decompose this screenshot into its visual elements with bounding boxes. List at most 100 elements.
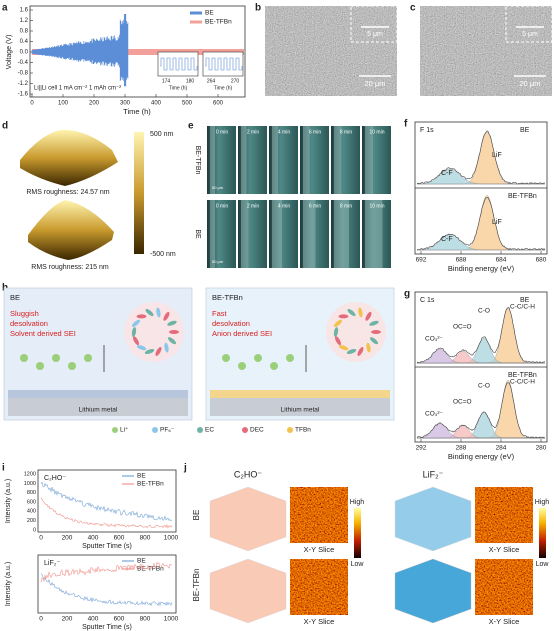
li-ion — [36, 362, 44, 370]
label: LiF — [492, 152, 502, 159]
xy-slice — [475, 487, 533, 543]
solvent-molecule — [365, 311, 372, 321]
solvent-molecule — [338, 314, 349, 319]
label: 200 — [89, 101, 100, 107]
label: EC — [205, 427, 214, 434]
be-voltage — [31, 14, 129, 87]
label: -0.8 — [18, 71, 29, 77]
plot-frame — [37, 469, 177, 533]
label: High — [350, 499, 365, 506]
li-ion — [20, 354, 28, 362]
li-deposit — [272, 200, 282, 268]
tof-be — [40, 573, 173, 607]
solvent-molecule — [346, 348, 357, 355]
label: desolvation — [10, 319, 48, 328]
solvent-molecule — [333, 319, 343, 327]
label: desolvation — [212, 319, 250, 328]
label: 6 min — [309, 203, 321, 209]
label: 600 — [213, 101, 224, 107]
label: 0 min — [216, 203, 228, 209]
label: C-C/C-H — [510, 379, 535, 386]
solvent-molecule — [167, 337, 177, 345]
label: 1000 — [164, 535, 179, 542]
label: -1.2 — [18, 81, 29, 87]
label: Intensity (a.u.) — [5, 479, 12, 523]
sem-image — [265, 6, 397, 96]
solvent-molecule — [131, 327, 137, 337]
sem-inset — [505, 5, 553, 43]
label: C-O — [478, 383, 490, 390]
li-deposit — [241, 200, 249, 268]
solvent-molecule — [155, 347, 162, 356]
solvent-molecule — [369, 337, 379, 345]
label: LiF₂⁻ — [423, 469, 444, 479]
tof-be-tfbn — [40, 497, 173, 529]
label: 500 nm — [150, 131, 174, 138]
label: -1.6 — [18, 92, 29, 98]
label: Binding energy (eV) — [448, 452, 515, 461]
label: 0 — [33, 527, 36, 533]
legend-swatch — [287, 427, 293, 433]
label: F 1s — [420, 127, 434, 134]
solvent-molecule — [169, 330, 179, 334]
label: Li||Li cell 1 mA cm⁻² 1 mAh cm⁻² — [34, 86, 121, 92]
label: 5 μm — [367, 31, 383, 38]
label: PF₆⁻ — [160, 427, 175, 434]
color-bar — [134, 132, 144, 254]
li-deposit — [334, 126, 342, 194]
label: BE — [192, 510, 201, 521]
legend-swatch — [242, 427, 248, 433]
panel-letter: c — [410, 3, 416, 14]
label: 400 — [88, 535, 99, 542]
label: C-C/C-H — [510, 304, 535, 311]
li-ion — [286, 354, 294, 362]
label: BE — [205, 10, 214, 17]
label: High — [535, 499, 550, 506]
sei-layer — [210, 390, 390, 398]
label: 300 — [120, 101, 131, 107]
label: BE-TFBn — [194, 146, 201, 175]
label: 180 — [186, 78, 195, 84]
li-ion — [68, 362, 76, 370]
panel-letter: d — [2, 121, 8, 132]
label: Solvent derived SEI — [10, 329, 76, 338]
label: DEC — [250, 427, 264, 434]
label: Time (h) — [123, 107, 151, 116]
label: 684 — [496, 257, 507, 264]
label: 600 — [114, 616, 125, 623]
label: C-F — [441, 236, 453, 243]
legend-swatch — [197, 427, 203, 433]
label: Sluggish — [10, 309, 39, 318]
label: 200 — [62, 616, 73, 623]
label: 400 — [151, 101, 162, 107]
label: BE-TFBn — [508, 372, 537, 379]
label: 800 — [27, 490, 36, 496]
raw-spectrum — [416, 197, 546, 251]
label: 800 — [140, 535, 151, 542]
solvent-molecule — [132, 336, 140, 346]
label: 50 μm — [212, 259, 224, 264]
label: 264 — [207, 78, 216, 84]
solvent-molecule — [358, 307, 363, 318]
li-deposit — [365, 126, 373, 194]
label: 4 min — [278, 129, 290, 135]
color-bar — [539, 508, 546, 558]
label: 400 — [88, 616, 99, 623]
li-deposit — [334, 200, 349, 268]
label: 270 — [231, 78, 240, 84]
label: 1.6 — [20, 8, 29, 14]
li-deposit — [210, 200, 215, 268]
label: BE — [194, 229, 201, 239]
li-ion — [52, 354, 60, 362]
label: BE — [520, 297, 530, 304]
legend-swatch — [152, 427, 158, 433]
label: 20 μm — [365, 79, 386, 88]
label: 0 min — [216, 129, 228, 135]
label: Li⁺ — [120, 427, 129, 434]
li-deposit — [272, 126, 279, 194]
solvent-molecule — [333, 327, 339, 337]
label: 200 — [62, 535, 73, 542]
plot-frame — [37, 554, 177, 614]
label: X-Y Slice — [304, 617, 335, 626]
